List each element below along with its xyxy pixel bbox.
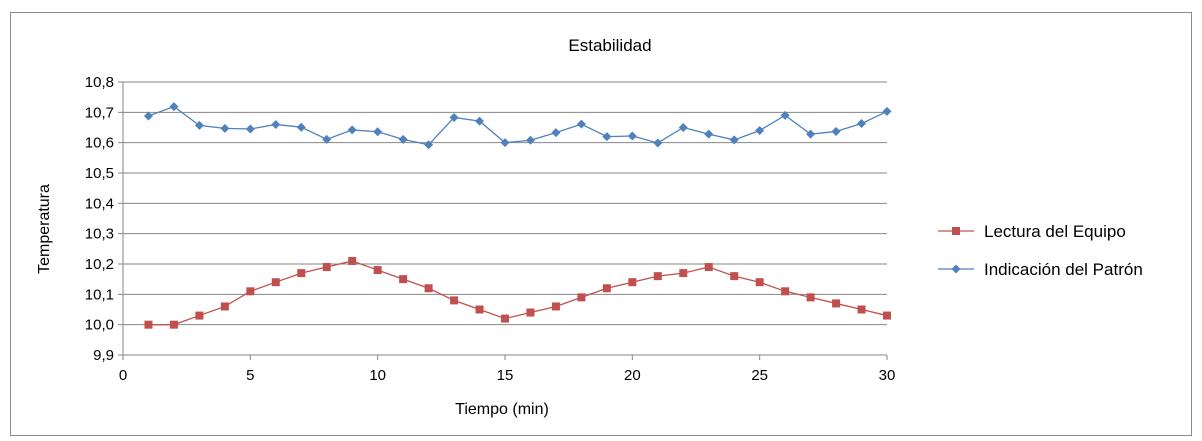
chart-title: Estabilidad (568, 36, 651, 55)
data-point (704, 129, 714, 139)
x-tick-label: 15 (497, 367, 514, 384)
data-point (501, 314, 509, 323)
data-point (729, 135, 739, 145)
y-tick-label: 10,5 (85, 165, 114, 182)
y-tick-label: 10,0 (85, 317, 114, 334)
data-point (730, 272, 739, 281)
data-point (399, 275, 408, 284)
axes (118, 81, 888, 360)
legend-label: Indicación del Patrón (984, 260, 1143, 279)
data-point (551, 302, 560, 311)
y-tick-label: 10,3 (85, 226, 114, 243)
series-1 (144, 256, 891, 329)
data-point (373, 127, 383, 137)
data-point (628, 278, 637, 287)
x-axis-label: Tiempo (min) (455, 401, 549, 418)
data-point (475, 305, 484, 314)
legend-item: Indicación del Patrón (938, 260, 1143, 279)
data-point (245, 124, 255, 134)
data-point (951, 264, 961, 274)
data-point (296, 122, 306, 132)
y-tick-label: 10,6 (85, 135, 114, 152)
series-2 (143, 102, 892, 150)
y-tick-label: 10,7 (85, 104, 114, 121)
series-group (143, 102, 892, 329)
data-point (220, 302, 229, 311)
y-tick-label: 10,1 (85, 286, 114, 303)
data-point (781, 287, 790, 296)
data-point (780, 110, 790, 120)
x-tick-label: 5 (246, 367, 254, 384)
data-point (653, 272, 662, 281)
x-tick-labels: 0 5 10 15 20 25 30 (119, 367, 896, 384)
data-point (857, 305, 866, 314)
data-point (195, 311, 204, 320)
data-point (322, 263, 331, 272)
data-point (653, 138, 663, 148)
data-point (577, 293, 586, 302)
data-point (475, 116, 485, 126)
data-point (704, 263, 713, 272)
x-tick-label: 10 (369, 367, 386, 384)
data-point (347, 125, 357, 135)
y-tick-label: 10,8 (85, 74, 114, 91)
data-point (526, 308, 535, 317)
data-point (678, 123, 688, 132)
data-point (398, 134, 408, 144)
data-point (322, 134, 332, 144)
y-tick-label: 10,4 (85, 195, 114, 212)
data-point (348, 256, 357, 265)
line-chart: Estabilidad 9,9 10,0 10,1 10,2 10,3 10,4 10,5 1… (36, 36, 1143, 418)
data-point (297, 269, 306, 278)
data-point (806, 293, 815, 302)
data-point (755, 126, 765, 136)
data-point (832, 299, 841, 308)
data-point (169, 102, 179, 112)
data-point (373, 266, 382, 275)
data-point (271, 278, 280, 287)
data-point (602, 284, 611, 293)
data-point (194, 120, 204, 130)
data-point (525, 135, 535, 145)
data-point (424, 140, 434, 150)
y-axis-label: Temperatura (36, 184, 53, 274)
data-point (220, 123, 230, 133)
data-point (602, 132, 612, 142)
legend-item: Lectura del Equipo (938, 222, 1126, 241)
data-point (831, 126, 841, 136)
data-point (857, 119, 867, 129)
series-line (148, 105, 888, 146)
data-point (883, 311, 891, 320)
data-point (450, 296, 459, 305)
x-tick-label: 0 (119, 367, 127, 384)
x-tick-label: 20 (624, 367, 641, 384)
x-tick-label: 30 (879, 367, 896, 384)
data-point (169, 320, 178, 329)
data-point (246, 287, 255, 296)
data-point (755, 278, 764, 287)
data-point (143, 111, 153, 121)
data-point (627, 131, 637, 141)
data-point (882, 106, 892, 116)
y-tick-label: 9,9 (93, 347, 114, 364)
data-point (551, 128, 561, 138)
data-point (424, 284, 433, 293)
x-tick-label: 25 (751, 367, 768, 384)
data-point (144, 320, 153, 329)
data-point (500, 138, 510, 148)
data-point (449, 112, 459, 122)
legend-label: Lectura del Equipo (984, 222, 1126, 241)
data-point (806, 129, 816, 139)
series-line (148, 260, 888, 326)
legend: Lectura del Equipo Indicación del Patrón (938, 222, 1143, 279)
data-point (952, 227, 960, 235)
data-point (679, 269, 688, 278)
y-tick-label: 10,2 (85, 256, 114, 273)
data-point (271, 119, 281, 129)
chart-area: Estabilidad 9,9 10,0 10,1 10,2 10,3 10,4 10,5 1… (10, 12, 1192, 436)
data-point (576, 119, 586, 129)
y-tick-labels: 9,9 10,0 10,1 10,2 10,3 10,4 10,5 10,6 10,7 10,8 (85, 74, 114, 364)
